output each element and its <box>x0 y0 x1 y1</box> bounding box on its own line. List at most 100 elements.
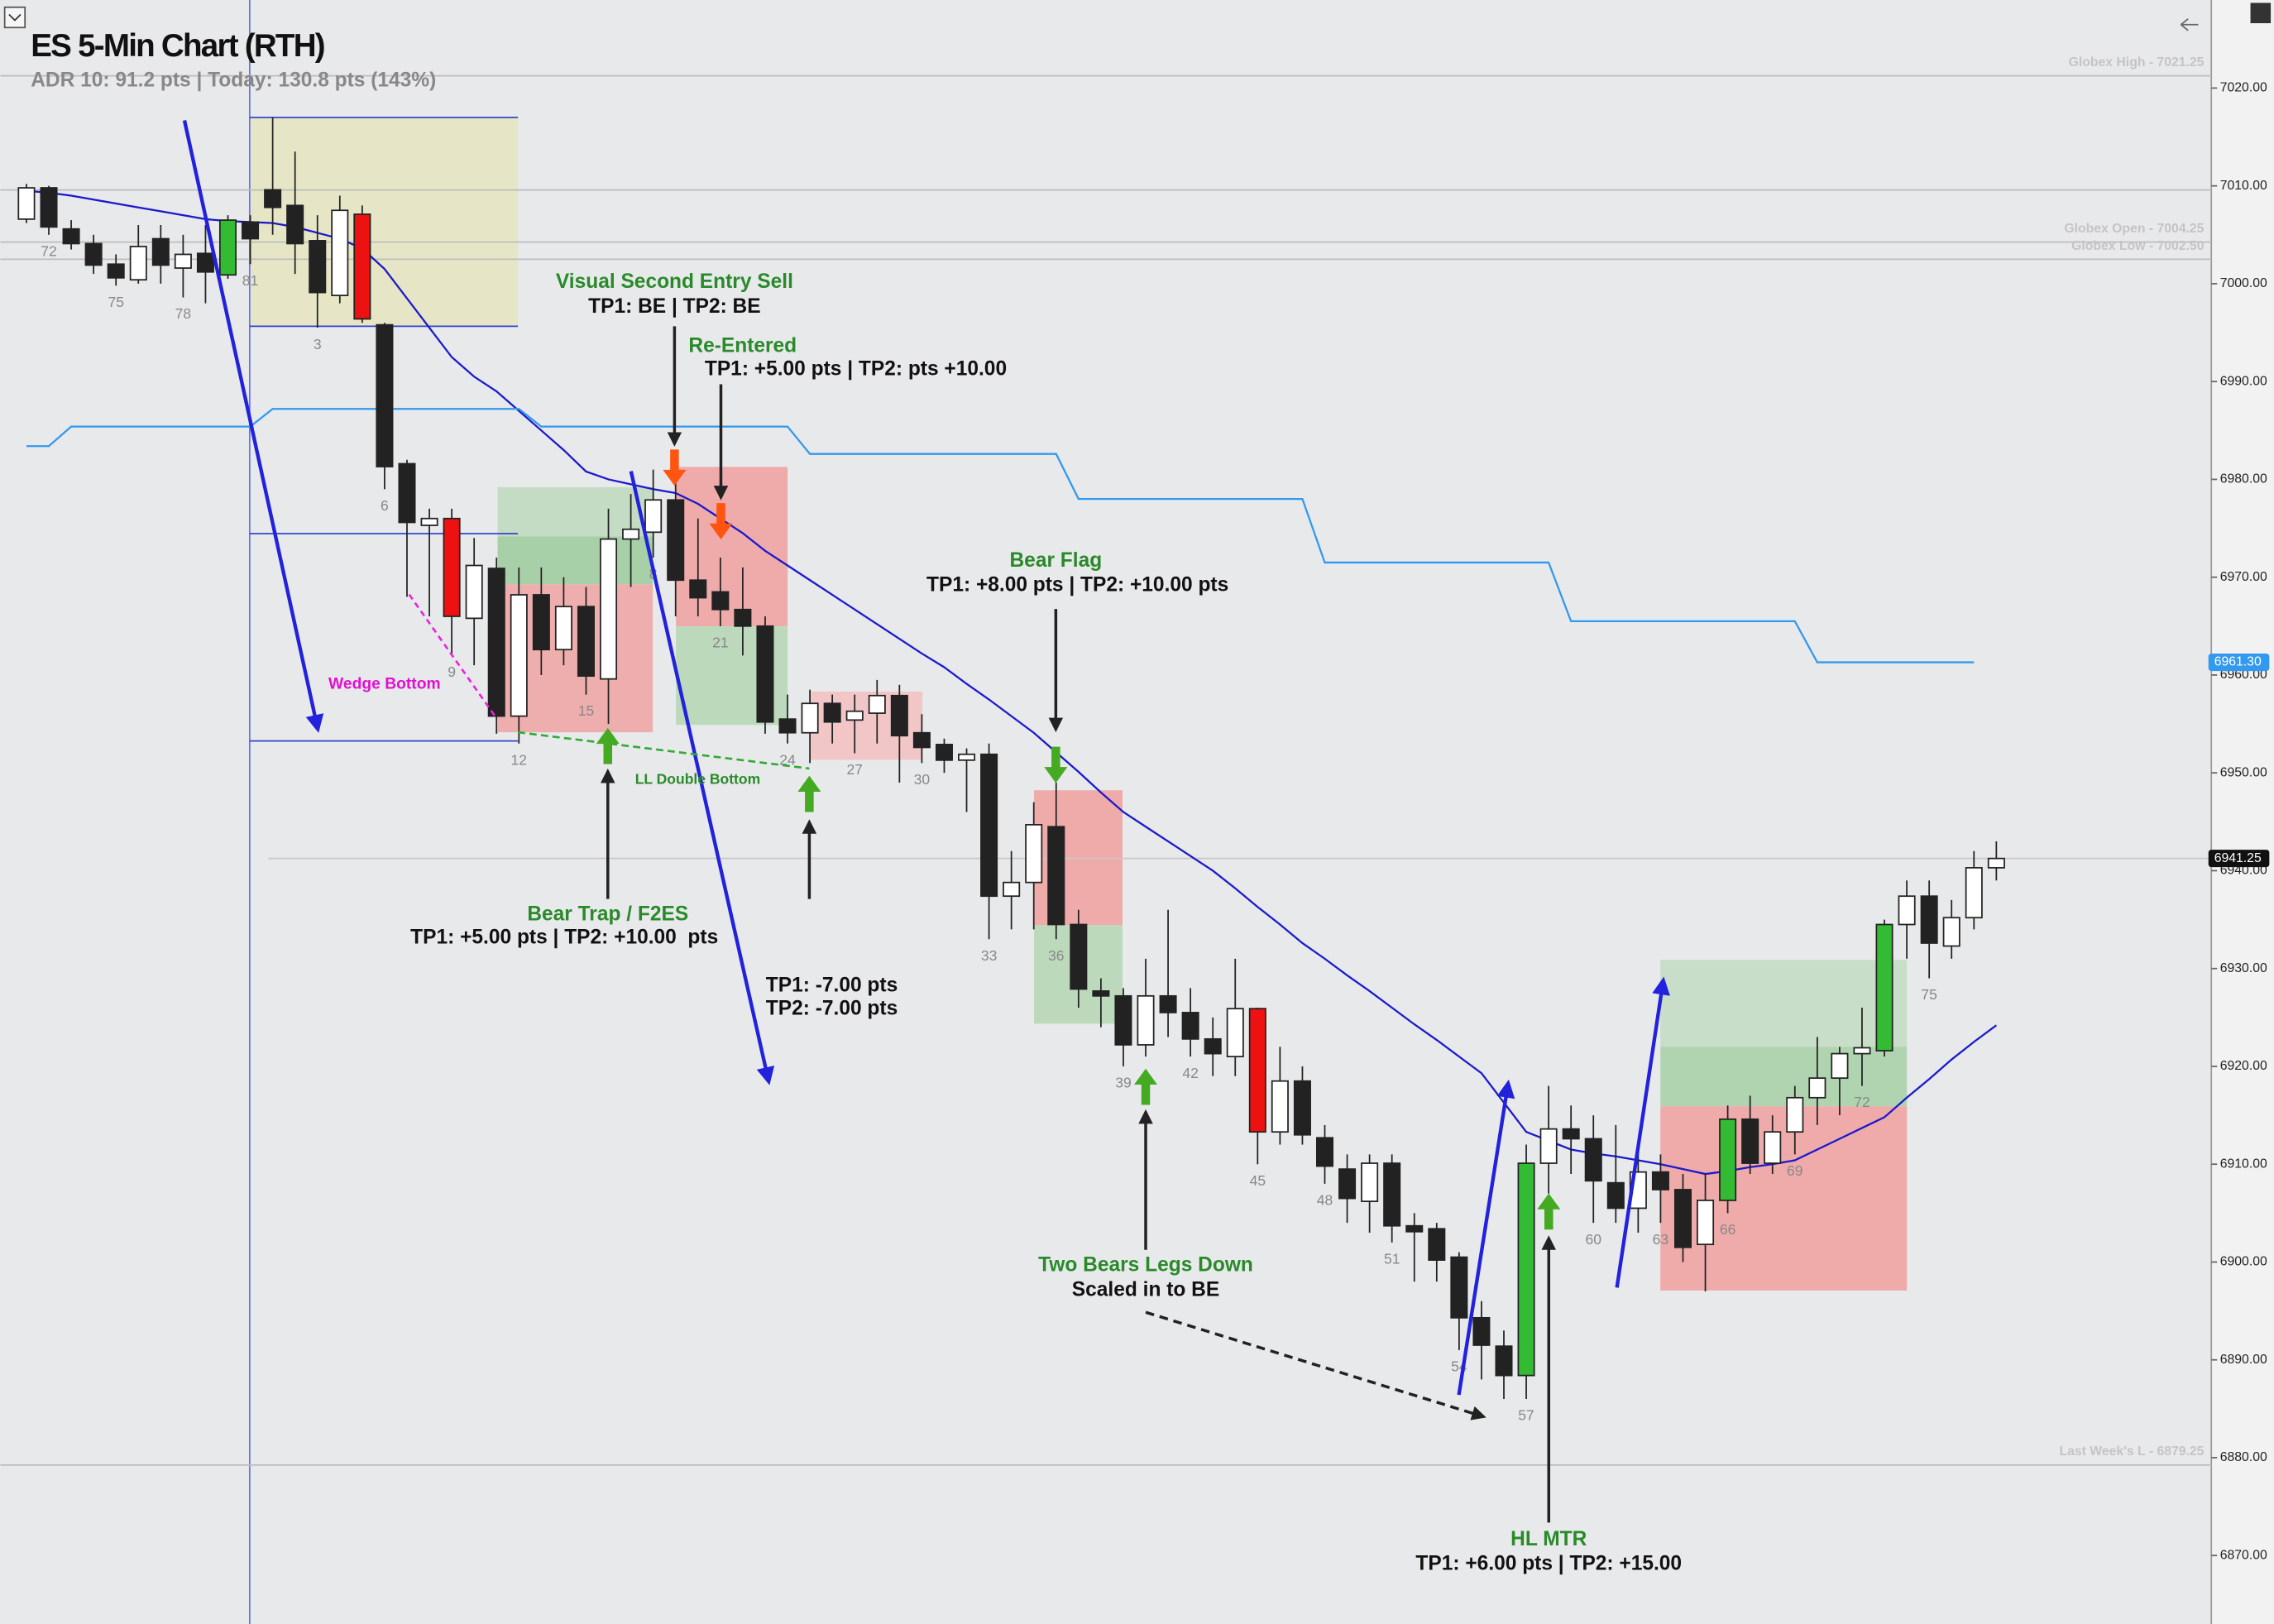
candle-body <box>667 499 685 582</box>
menu-icon <box>8 13 22 22</box>
candle-body <box>1562 1128 1580 1140</box>
candle-body <box>823 702 841 723</box>
candle-body <box>1764 1131 1782 1164</box>
candle-body <box>1315 1137 1334 1167</box>
candle-body <box>778 718 797 734</box>
buy-arrow <box>1537 1193 1561 1230</box>
zone <box>497 536 653 585</box>
candle-body <box>242 221 260 240</box>
candle-body <box>577 606 595 678</box>
line-series <box>26 408 1975 663</box>
zone <box>497 486 653 537</box>
buy-arrow <box>797 775 821 812</box>
candle-body <box>1248 1008 1266 1133</box>
bar-number: 69 <box>1787 1162 1802 1179</box>
candle-body <box>711 591 730 611</box>
candle-body <box>1808 1077 1826 1099</box>
zone <box>676 467 788 627</box>
sell-arrow <box>709 503 733 539</box>
level-label: Globex Open - 7004.25 <box>2064 222 2204 236</box>
candle-body <box>801 702 819 734</box>
candle-body <box>1697 1200 1715 1246</box>
candle-body <box>1226 1008 1244 1058</box>
pattern-label: Wedge Bottom <box>328 675 441 692</box>
signal-arrows <box>596 449 1561 1230</box>
candle-body <box>487 568 505 717</box>
candle-body <box>129 246 147 281</box>
candle-body <box>622 528 640 540</box>
bar-number: 81 <box>242 272 258 289</box>
candle-body <box>465 564 483 620</box>
zone <box>1660 1047 1908 1107</box>
level-label: Globex Low - 7002.50 <box>2071 239 2205 253</box>
bar-number: 6 <box>381 497 389 514</box>
annotation-title: HL MTR <box>1510 1528 1587 1550</box>
candle-body <box>84 242 103 266</box>
candle-body <box>196 252 214 273</box>
candle-body <box>734 608 752 627</box>
candle-body <box>1450 1256 1468 1319</box>
candle-body <box>1092 990 1110 997</box>
bar-number: 21 <box>712 634 728 650</box>
y-tick-label: 7010.00 <box>2220 179 2267 193</box>
candle-body <box>1204 1037 1222 1055</box>
back-icon[interactable] <box>2180 18 2199 31</box>
y-tick-label: 6930.00 <box>2220 961 2267 975</box>
zone <box>1660 1106 1908 1291</box>
y-tick-label: 6920.00 <box>2220 1059 2267 1073</box>
candle-body <box>890 694 908 737</box>
candle-body <box>1719 1118 1737 1201</box>
y-tick-label: 6880.00 <box>2220 1450 2267 1464</box>
candle-body <box>1047 826 1065 926</box>
candle-body <box>1584 1138 1602 1182</box>
double-bottom-line <box>517 731 810 770</box>
candle-body <box>845 710 864 721</box>
candle-body <box>40 187 58 228</box>
candle-body <box>1405 1224 1424 1233</box>
y-tick-label: 6910.00 <box>2220 1157 2267 1171</box>
candle-body <box>689 579 707 599</box>
candle-body <box>331 209 349 297</box>
candle-body <box>1786 1096 1804 1133</box>
candle-body <box>958 753 976 761</box>
candle-body <box>107 263 125 279</box>
menu-button[interactable] <box>3 6 26 29</box>
candle-body <box>935 744 953 761</box>
candle-body <box>1070 923 1088 990</box>
candle-body <box>1338 1168 1357 1200</box>
candle-body <box>1293 1080 1311 1136</box>
annotation-title: Visual Second Entry Sell <box>556 271 793 293</box>
drawings <box>182 120 1670 1523</box>
annotation-detail: TP1: +8.00 pts | TP2: +10.00 pts <box>926 574 1228 596</box>
y-tick-label: 6890.00 <box>2220 1353 2267 1367</box>
y-tick-label: 6870.00 <box>2220 1548 2267 1562</box>
annotations: Visual Second Entry Sell TP1: BE | TP2: … <box>328 271 1682 1574</box>
candle-body <box>868 694 886 714</box>
y-tick-label: 6900.00 <box>2220 1255 2267 1269</box>
candle-body <box>1898 895 1916 926</box>
y-tick-label: 6950.00 <box>2220 765 2267 779</box>
zone <box>1034 790 1123 926</box>
annotation-detail: TP1: BE | TP2: BE <box>588 295 760 318</box>
trend-arrow <box>182 120 324 733</box>
trend-arrow <box>1615 976 1670 1288</box>
candle-body <box>1539 1128 1558 1164</box>
trend-arrow <box>1457 1079 1515 1396</box>
level-label: Last Week's L - 6879.25 <box>2060 1444 2205 1459</box>
panel-button[interactable] <box>2250 2 2272 24</box>
y-tick-label: 7000.00 <box>2220 276 2267 290</box>
candle-body <box>1003 881 1021 898</box>
sell-arrow <box>663 449 687 486</box>
candle-body <box>443 517 461 617</box>
bar-number: 15 <box>578 702 594 719</box>
price-tag <box>2208 850 2270 868</box>
candle-body <box>1517 1162 1535 1377</box>
dashed-arrow <box>1145 1310 1486 1420</box>
candle-body <box>1987 857 2005 869</box>
bar-number: 45 <box>1250 1172 1266 1189</box>
annotation-title: Bear Flag <box>1009 549 1102 572</box>
candle-body <box>912 731 931 749</box>
y-tick-label: 6970.00 <box>2220 570 2267 584</box>
candle-body <box>756 625 774 723</box>
